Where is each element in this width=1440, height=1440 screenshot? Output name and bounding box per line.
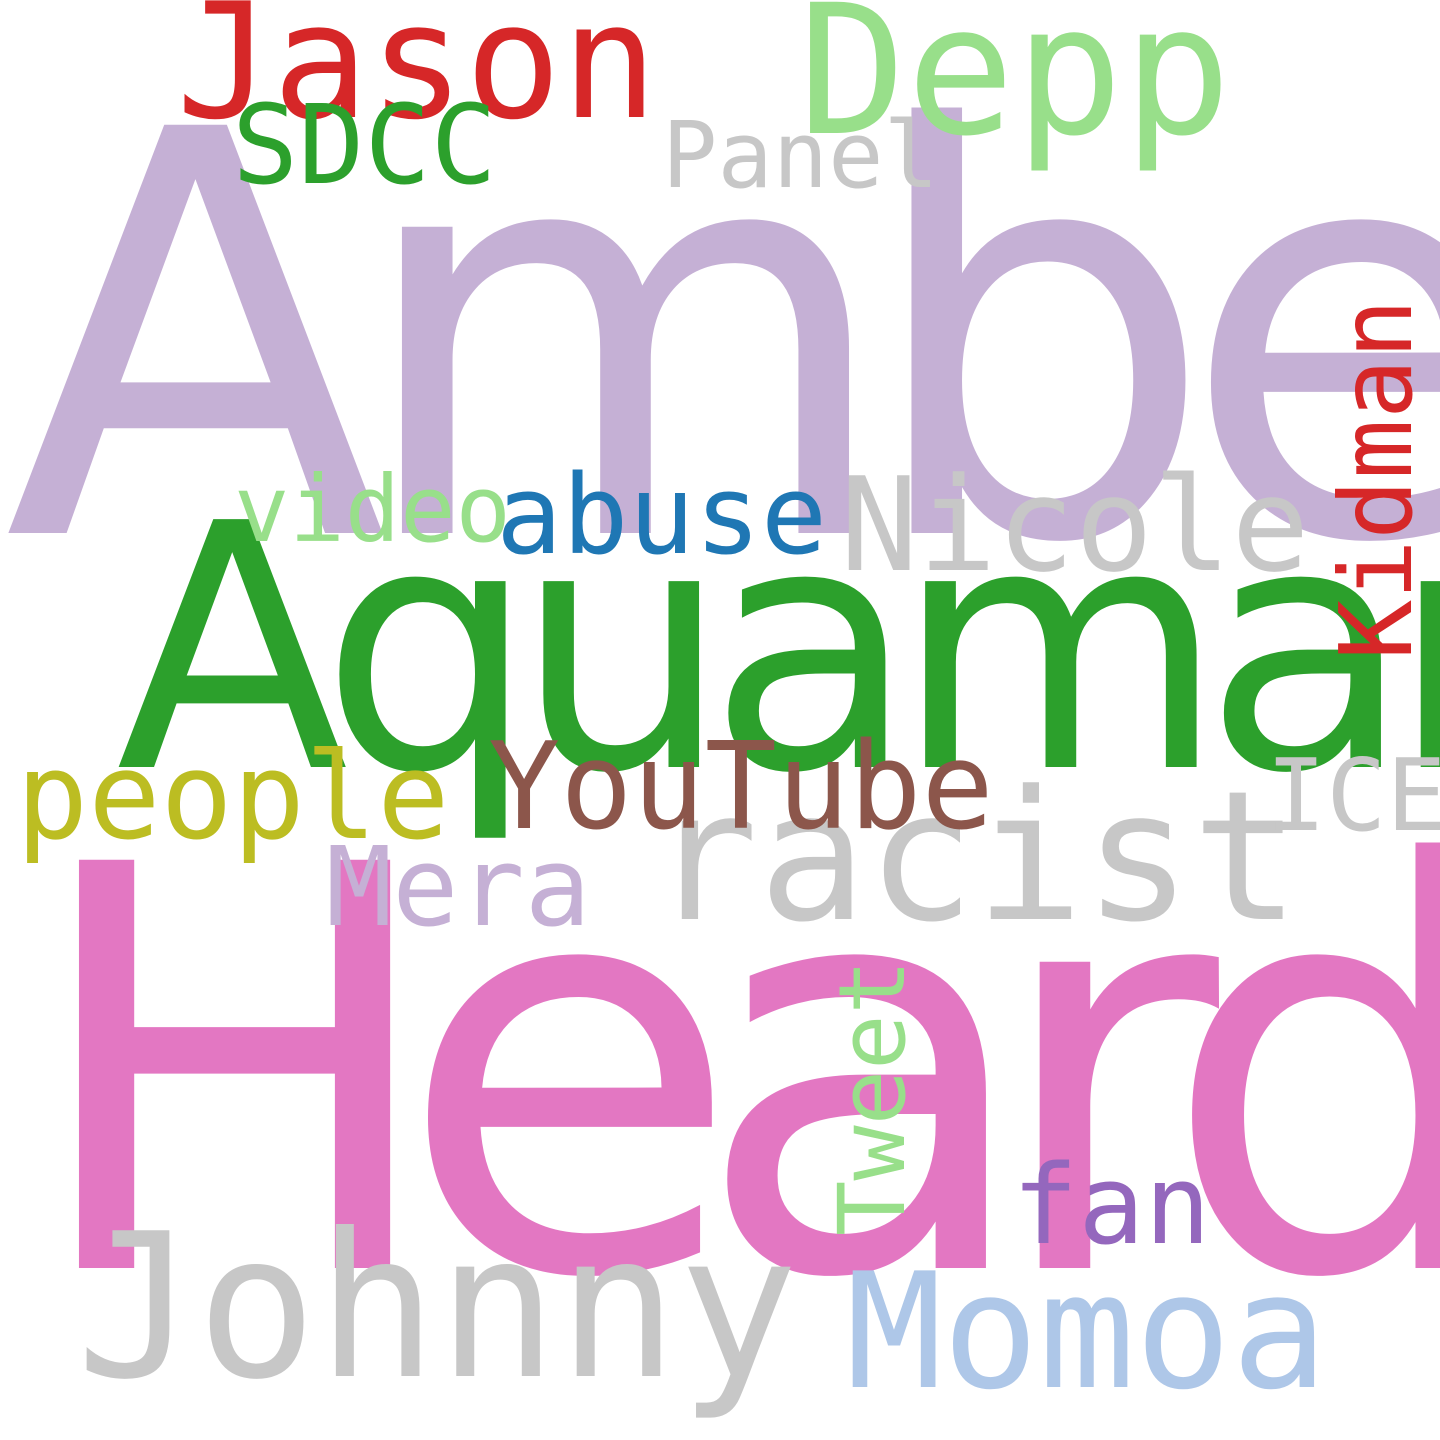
word-people: people bbox=[16, 728, 450, 867]
word-aquaman: Aquaman bbox=[116, 452, 1440, 848]
word-tweet: Tweet bbox=[819, 959, 926, 1236]
word-fan: fan bbox=[1012, 1141, 1211, 1269]
word-kidman: Kidman bbox=[1318, 298, 1435, 660]
word-ice: ICE bbox=[1266, 737, 1440, 854]
word-depp: Depp bbox=[798, 0, 1232, 176]
word-heard: Heard bbox=[24, 749, 1440, 1401]
word-video: video bbox=[234, 456, 511, 563]
word-nicole: Nicole bbox=[840, 449, 1310, 601]
word-johnny: Johnny bbox=[76, 1191, 799, 1424]
word-abuse: abuse bbox=[496, 451, 828, 579]
word-amber: Amber bbox=[4, 14, 1440, 666]
word-youtube: YouTube bbox=[488, 718, 994, 857]
word-panel: Panel bbox=[662, 102, 939, 209]
word-jason: Jason bbox=[176, 0, 658, 155]
word-sdcc: SDCC bbox=[232, 81, 497, 209]
word-mera: Mera bbox=[326, 823, 591, 951]
word-momoa: Momoa bbox=[846, 1238, 1328, 1425]
word-racist: racist bbox=[650, 753, 1301, 962]
